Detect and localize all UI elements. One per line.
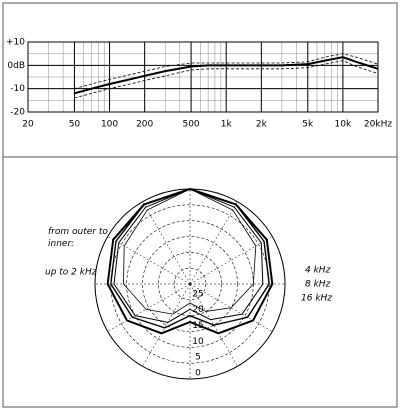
x-tick-label: 20kHz xyxy=(364,120,392,130)
x-tick-label: 1k xyxy=(221,120,233,130)
y-tick-label: -10 xyxy=(10,84,25,94)
spoke xyxy=(189,201,238,285)
x-tick-label: 20 xyxy=(22,120,34,130)
spoke xyxy=(189,236,273,285)
spoke xyxy=(142,201,191,285)
ring-label: 20 xyxy=(192,305,204,315)
x-tick-label: 100 xyxy=(101,120,118,130)
response-line xyxy=(74,53,379,90)
ring xyxy=(173,267,207,301)
legend-label: 16 kHz xyxy=(301,294,332,304)
ring-label: 25 xyxy=(192,289,203,299)
frame xyxy=(2,2,398,408)
x-tick-label: 500 xyxy=(182,120,199,130)
y-tick-label: +10 xyxy=(6,38,25,48)
legend-label: up to 2 kHz xyxy=(45,268,97,278)
response-line xyxy=(74,56,379,95)
ring xyxy=(158,252,222,316)
polar-curve xyxy=(123,188,257,315)
x-tick-label: 10k xyxy=(335,120,352,130)
ring-label: 5 xyxy=(195,353,201,363)
y-tick-label: 0dB xyxy=(7,61,25,71)
ring-label: 10 xyxy=(192,337,204,347)
legend-label: 8 kHz xyxy=(305,280,331,290)
legend-title: from outer to inner: xyxy=(48,227,108,249)
response-line xyxy=(74,60,379,99)
x-tick-label: 2k xyxy=(256,120,268,130)
ring-label: 0 xyxy=(195,369,201,379)
x-tick-label: 200 xyxy=(136,120,153,130)
polar-curve xyxy=(110,188,270,329)
x-tick-label: 50 xyxy=(69,120,81,130)
ring xyxy=(142,236,238,332)
x-tick-label: 5k xyxy=(302,120,314,130)
polar-curve xyxy=(113,188,264,323)
legend-label: 4 kHz xyxy=(305,266,331,276)
spoke xyxy=(107,236,191,285)
y-tick-label: -20 xyxy=(10,108,25,118)
polar-curve xyxy=(106,188,274,335)
